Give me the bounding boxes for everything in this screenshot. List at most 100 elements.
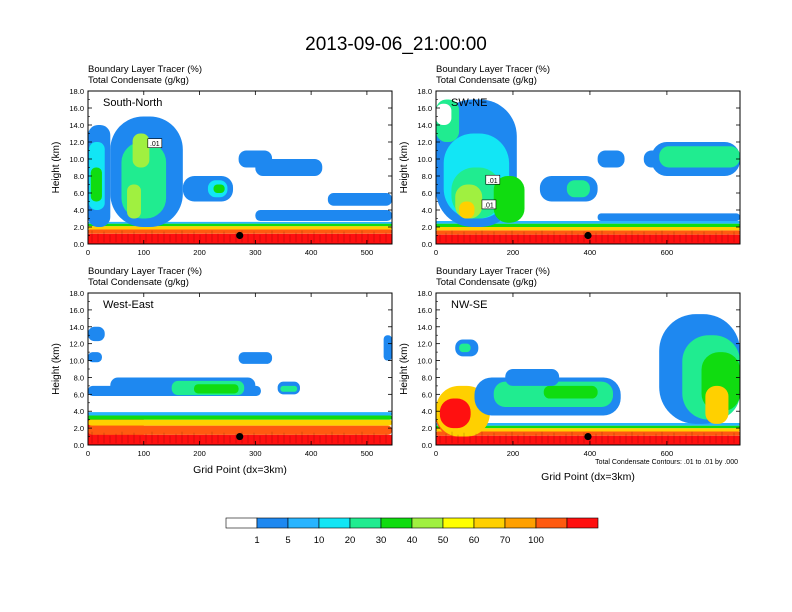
- colorbar-swatch: [318, 517, 351, 529]
- contour-footnote: Total Condensate Contours: .01 to .01 by…: [595, 459, 738, 466]
- x-tick-label: 200: [193, 248, 206, 257]
- y-tick-label: 18.0: [69, 289, 84, 298]
- x-tick-label: 500: [361, 248, 374, 257]
- y-tick-label: 2.0: [422, 223, 432, 232]
- condensate-contours: [91, 230, 387, 243]
- tracer-region: [213, 184, 225, 193]
- colorbar-label: 100: [528, 535, 544, 546]
- tracer-region: [132, 133, 150, 168]
- tracer-region: [659, 146, 740, 168]
- tracer-region: [439, 398, 471, 429]
- x-tick-label: 0: [434, 449, 438, 458]
- y-tick-label: 2.0: [74, 424, 84, 433]
- colorbar-swatch: [287, 517, 320, 529]
- y-tick-label: 12.0: [69, 138, 84, 147]
- x-tick-label: 400: [584, 248, 597, 257]
- contour-label: .01: [484, 202, 494, 209]
- plot-area: [436, 293, 740, 445]
- colorbar-swatch: [442, 517, 475, 529]
- colorbar-label: 50: [438, 535, 449, 546]
- condensate-contours: [439, 431, 735, 444]
- y-axis-label: Height (km): [399, 343, 410, 395]
- y-tick-label: 2.0: [422, 424, 432, 433]
- location-marker: [584, 432, 592, 441]
- tracer-region: [327, 193, 392, 206]
- panel-west-east: Boundary Layer Tracer (%)Total Condensat…: [51, 266, 393, 476]
- y-tick-label: 16.0: [417, 104, 432, 113]
- tracer-region: [505, 369, 560, 386]
- y-tick-label: 10.0: [69, 155, 84, 164]
- y-tick-label: 4.0: [422, 206, 432, 215]
- tracer-region: [383, 335, 392, 361]
- y-tick-label: 8.0: [422, 373, 432, 382]
- panel-south-north: Boundary Layer Tracer (%)Total Condensat…: [51, 64, 393, 257]
- panel-title-condensate: Total Condensate (g/kg): [88, 277, 189, 288]
- y-tick-label: 10.0: [69, 357, 84, 366]
- tracer-region: [255, 159, 323, 176]
- y-tick-label: 4.0: [74, 407, 84, 416]
- y-tick-label: 0.0: [422, 240, 432, 249]
- panel-title-condensate: Total Condensate (g/kg): [88, 75, 189, 86]
- tracer-region: [88, 425, 392, 435]
- y-tick-label: 14.0: [69, 323, 84, 332]
- contour-label-box: [147, 138, 163, 148]
- y-tick-label: 6.0: [422, 390, 432, 399]
- x-tick-label: 600: [661, 449, 674, 458]
- panel-title-tracer: Boundary Layer Tracer (%): [436, 266, 550, 277]
- tracer-region: [90, 167, 102, 202]
- y-tick-label: 18.0: [417, 87, 432, 96]
- y-axis-label: Height (km): [51, 142, 62, 194]
- panel-title-condensate: Total Condensate (g/kg): [436, 277, 537, 288]
- y-tick-label: 12.0: [417, 138, 432, 147]
- y-axis-label: Height (km): [399, 142, 410, 194]
- plot-area: .01 .01: [436, 91, 740, 244]
- tracer-region: [88, 326, 105, 342]
- y-tick-label: 4.0: [422, 407, 432, 416]
- y-tick-label: 6.0: [74, 390, 84, 399]
- colorbar-label: 70: [500, 535, 511, 546]
- x-axis-label: Grid Point (dx=3km): [193, 464, 287, 476]
- plot-area: .01: [88, 91, 392, 244]
- panels-group: Boundary Layer Tracer (%)Total Condensat…: [51, 64, 741, 483]
- location-marker: [584, 231, 592, 240]
- tracer-region: [88, 415, 392, 420]
- tracer-region: [88, 352, 102, 363]
- y-tick-label: 6.0: [74, 189, 84, 198]
- y-tick-label: 10.0: [417, 155, 432, 164]
- tracer-region: [543, 385, 598, 399]
- panel-sw-ne: Boundary Layer Tracer (%)Total Condensat…: [399, 64, 741, 257]
- panel-nw-se: Boundary Layer Tracer (%)Total Condensat…: [399, 266, 741, 483]
- y-tick-label: 8.0: [74, 373, 84, 382]
- tracer-region: [436, 423, 740, 426]
- x-tick-label: 0: [434, 248, 438, 257]
- y-tick-label: 16.0: [69, 306, 84, 315]
- x-tick-label: 0: [86, 248, 90, 257]
- colorbar-label: 20: [345, 535, 356, 546]
- condensate-contours: [439, 230, 735, 243]
- y-tick-label: 18.0: [69, 87, 84, 96]
- panel-title-condensate: Total Condensate (g/kg): [436, 75, 537, 86]
- colorbar-label: 30: [376, 535, 387, 546]
- contour-label-box: [485, 174, 501, 185]
- tracer-region: [597, 213, 740, 222]
- colorbar: 1 5 10 20 30 40 50 60 70 100: [225, 517, 599, 546]
- tracer-region: [436, 428, 740, 432]
- colorbar-swatch: [349, 517, 382, 529]
- x-tick-label: 600: [661, 248, 674, 257]
- x-tick-label: 100: [138, 449, 151, 458]
- colorbar-label: 10: [314, 535, 325, 546]
- tracer-region: [88, 226, 392, 230]
- colorbar-label: 40: [407, 535, 418, 546]
- contour-label: .01: [488, 178, 498, 185]
- colorbar-label: 5: [285, 535, 290, 546]
- tracer-region: [88, 419, 392, 426]
- x-tick-label: 300: [249, 449, 262, 458]
- y-tick-label: 0.0: [422, 441, 432, 450]
- y-tick-label: 0.0: [74, 240, 84, 249]
- tracer-region: [436, 223, 740, 227]
- colorbar-swatch: [256, 517, 289, 529]
- colorbar-swatch: [504, 517, 537, 529]
- colorbar-swatch: [225, 517, 258, 529]
- colorbar-label: 60: [469, 535, 480, 546]
